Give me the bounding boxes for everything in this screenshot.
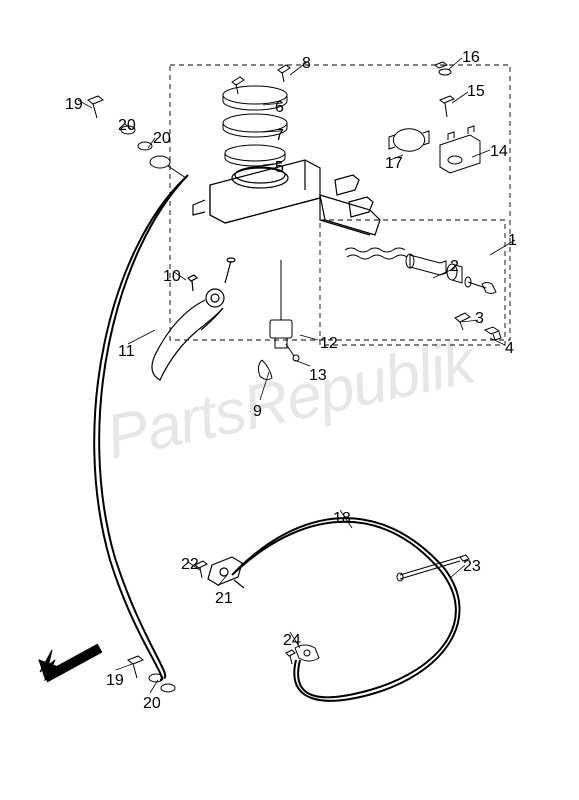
callout-number: 5 bbox=[275, 159, 284, 177]
callout-number: 16 bbox=[462, 49, 480, 67]
callout-number: 20 bbox=[143, 695, 161, 713]
clamp-bolts bbox=[435, 62, 454, 117]
part-9-lever-end bbox=[258, 360, 272, 380]
callout-number: 15 bbox=[467, 83, 485, 101]
callout-number: 17 bbox=[385, 155, 403, 173]
callout-number: 21 bbox=[215, 590, 233, 608]
callout-number: 23 bbox=[463, 558, 481, 576]
part-4 bbox=[485, 327, 501, 340]
dashed-assembly-boxes bbox=[170, 65, 510, 345]
brake-switch bbox=[270, 260, 299, 361]
callout-number: 12 bbox=[320, 335, 338, 353]
callout-number: 19 bbox=[106, 672, 124, 690]
master-cylinder-body bbox=[193, 160, 380, 235]
banjo-bolt-bottom bbox=[128, 656, 175, 692]
callout-number: 1 bbox=[508, 232, 517, 250]
hose-tee-joint bbox=[208, 557, 244, 588]
callout-number: 19 bbox=[65, 96, 83, 114]
callout-number: 7 bbox=[275, 127, 284, 145]
callout-number: 9 bbox=[253, 403, 262, 421]
callout-number: 18 bbox=[333, 510, 351, 528]
callout-number: 22 bbox=[181, 556, 199, 574]
callout-number: 2 bbox=[450, 258, 459, 276]
parts-diagram-svg bbox=[0, 0, 579, 800]
brake-hose-main bbox=[94, 175, 188, 680]
handlebar-clamp bbox=[440, 126, 480, 173]
rubber-boot-17 bbox=[389, 129, 429, 151]
callout-number: 11 bbox=[118, 343, 135, 361]
banjo-bolt-top bbox=[88, 96, 186, 178]
callout-number: 8 bbox=[302, 55, 311, 73]
piston-kit bbox=[345, 248, 496, 294]
brake-hose-branch bbox=[232, 518, 460, 701]
callout-number: 24 bbox=[283, 632, 301, 650]
callout-number: 13 bbox=[309, 367, 327, 385]
callout-number: 10 bbox=[163, 268, 181, 286]
callout-number: 20 bbox=[153, 130, 171, 148]
view-direction-arrow bbox=[39, 648, 100, 680]
callout-number: 6 bbox=[275, 99, 284, 117]
callout-number: 3 bbox=[475, 310, 484, 328]
callout-leader-lines bbox=[78, 58, 515, 693]
reservoir-cap-stack bbox=[223, 86, 287, 166]
bolt-23 bbox=[397, 555, 469, 581]
callout-number: 4 bbox=[505, 340, 514, 358]
callout-number: 14 bbox=[490, 143, 508, 161]
callout-number: 20 bbox=[118, 117, 136, 135]
